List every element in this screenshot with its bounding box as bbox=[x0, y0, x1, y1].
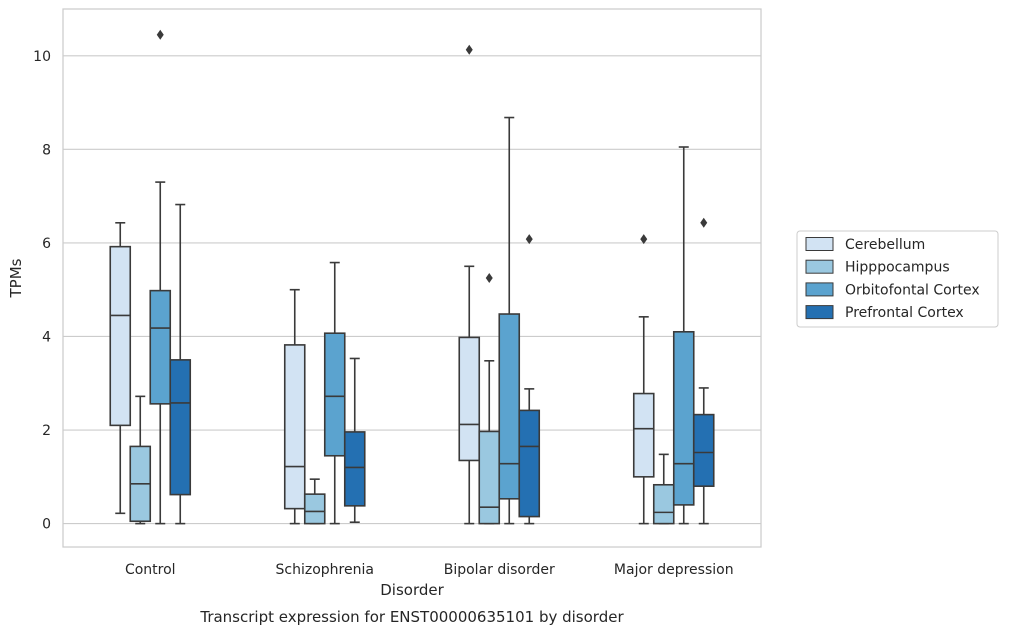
y-axis-label: TPMs bbox=[7, 258, 25, 298]
box-rect bbox=[478, 430, 501, 525]
box-rect bbox=[692, 413, 715, 487]
box-cerebellum bbox=[283, 288, 306, 525]
box-prefrontal-cortex bbox=[169, 203, 192, 525]
box-hipppocampus bbox=[478, 273, 501, 525]
box-rect bbox=[652, 483, 675, 525]
box-rect bbox=[343, 431, 366, 507]
box-prefrontal-cortex bbox=[343, 357, 366, 524]
x-tick-labels: Control Schizophrenia Bipolar disorder Majo… bbox=[125, 562, 734, 578]
box-prefrontal-cortex bbox=[518, 234, 541, 525]
box-rect bbox=[303, 493, 326, 525]
outlier-point bbox=[640, 234, 648, 245]
x-tick-label: Schizophrenia bbox=[276, 562, 374, 578]
box-cerebellum bbox=[458, 44, 481, 525]
legend-swatch bbox=[805, 282, 834, 297]
box-rect bbox=[283, 344, 306, 510]
chart-caption: Transcript expression for ENST0000063510… bbox=[199, 608, 624, 626]
legend-swatch bbox=[805, 237, 834, 251]
y-tick-label: 10 bbox=[33, 49, 51, 65]
box-orbitofontal-cortex bbox=[498, 116, 521, 525]
box-rect bbox=[169, 359, 192, 496]
box-cerebellum bbox=[109, 221, 132, 515]
box-hipppocampus bbox=[303, 478, 326, 525]
outlier-point bbox=[700, 217, 708, 228]
legend-swatch bbox=[805, 259, 834, 274]
outlier-point bbox=[465, 44, 473, 55]
x-tick-label: Bipolar disorder bbox=[444, 562, 555, 578]
box-rect bbox=[109, 245, 132, 427]
plot-frame bbox=[62, 8, 762, 548]
box-rect bbox=[149, 289, 172, 405]
box-cerebellum bbox=[632, 234, 655, 525]
box-plots bbox=[109, 29, 715, 525]
y-tick-label: 4 bbox=[42, 329, 51, 345]
box-rect bbox=[323, 332, 346, 457]
box-rect bbox=[518, 409, 541, 518]
x-tick-label: Control bbox=[125, 562, 176, 578]
x-axis-label: Disorder bbox=[380, 581, 444, 599]
legend-label: Cerebellum bbox=[845, 237, 925, 253]
box-rect bbox=[498, 313, 521, 500]
box-orbitofontal-cortex bbox=[672, 146, 695, 525]
y-tick-label: 2 bbox=[42, 423, 51, 439]
legend-label: Prefrontal Cortex bbox=[845, 305, 964, 321]
legend-swatch bbox=[805, 305, 834, 320]
outlier-point bbox=[525, 234, 533, 245]
box-rect bbox=[672, 330, 695, 506]
y-tick-labels: 0 2 4 6 8 10 bbox=[33, 49, 51, 533]
box-orbitofontal-cortex bbox=[149, 29, 172, 525]
box-rect bbox=[458, 336, 481, 462]
box-prefrontal-cortex bbox=[692, 217, 715, 525]
legend-label: Orbitofontal Cortex bbox=[845, 282, 980, 298]
legend: Cerebellum Hipppocampus Orbitofontal Corte… bbox=[796, 230, 999, 328]
box-hipppocampus bbox=[129, 395, 152, 525]
box-rect bbox=[632, 392, 655, 478]
y-tick-label: 6 bbox=[42, 236, 51, 252]
box-orbitofontal-cortex bbox=[323, 261, 346, 525]
outlier-point bbox=[485, 273, 493, 283]
y-tick-label: 0 bbox=[42, 517, 51, 533]
legend-label: Hipppocampus bbox=[845, 260, 950, 276]
outlier-point bbox=[156, 29, 164, 40]
x-tick-label: Major depression bbox=[614, 562, 734, 578]
y-tick-label: 8 bbox=[42, 142, 51, 158]
